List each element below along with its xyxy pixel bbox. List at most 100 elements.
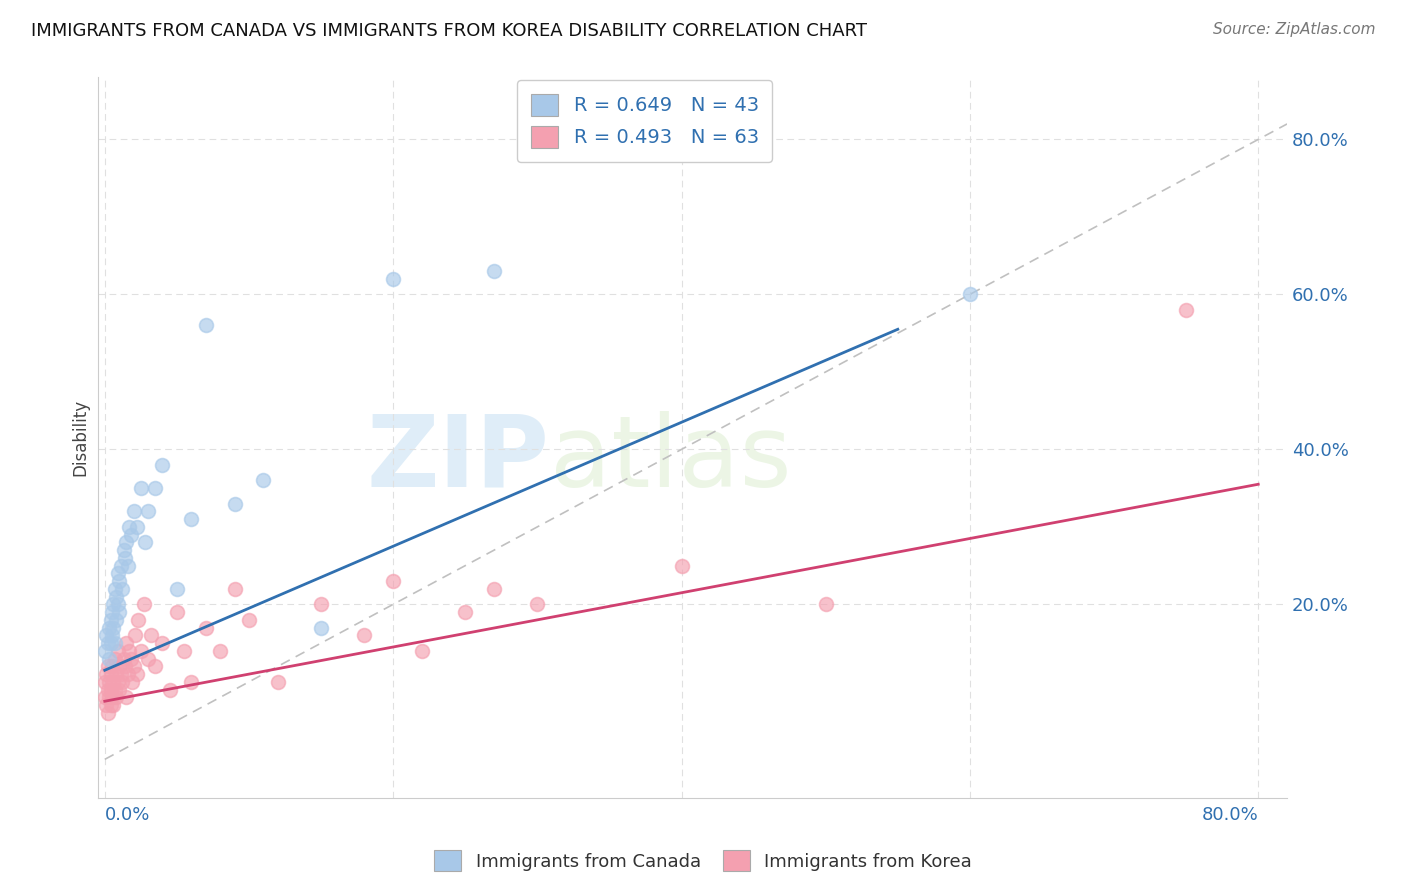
Text: IMMIGRANTS FROM CANADA VS IMMIGRANTS FROM KOREA DISABILITY CORRELATION CHART: IMMIGRANTS FROM CANADA VS IMMIGRANTS FRO… <box>31 22 868 40</box>
Point <box>224 497 246 511</box>
Point <box>129 481 152 495</box>
Point <box>98 621 121 635</box>
Point <box>482 264 505 278</box>
Point <box>139 628 162 642</box>
Point <box>454 605 477 619</box>
Point <box>98 651 121 665</box>
Point <box>96 628 118 642</box>
Point <box>194 318 217 333</box>
Text: 0.0%: 0.0% <box>105 805 150 824</box>
Point <box>124 628 146 642</box>
Point <box>125 667 148 681</box>
Point <box>125 520 148 534</box>
Point <box>166 605 188 619</box>
Point <box>117 558 139 573</box>
Point <box>209 644 232 658</box>
Point <box>411 644 433 658</box>
Point <box>97 659 120 673</box>
Point <box>105 690 128 705</box>
Text: ZIP: ZIP <box>367 411 550 508</box>
Point <box>96 667 118 681</box>
Text: atlas: atlas <box>550 411 792 508</box>
Point <box>180 674 202 689</box>
Legend: R = 0.649   N = 43, R = 0.493   N = 63: R = 0.649 N = 43, R = 0.493 N = 63 <box>517 80 772 161</box>
Point <box>112 543 135 558</box>
Point <box>159 682 181 697</box>
Point <box>107 598 129 612</box>
Point <box>129 644 152 658</box>
Point <box>98 690 121 705</box>
Point <box>238 613 260 627</box>
Point <box>101 605 124 619</box>
Point <box>107 566 129 581</box>
Point <box>1175 302 1198 317</box>
Point <box>110 558 132 573</box>
Point <box>814 598 837 612</box>
Point <box>107 644 129 658</box>
Point <box>108 574 131 588</box>
Point <box>121 674 143 689</box>
Point <box>194 621 217 635</box>
Y-axis label: Disability: Disability <box>72 400 89 476</box>
Point <box>309 621 332 635</box>
Point <box>108 659 131 673</box>
Point <box>100 667 122 681</box>
Point <box>252 474 274 488</box>
Point <box>118 520 141 534</box>
Point <box>173 644 195 658</box>
Point <box>96 698 118 712</box>
Point <box>103 674 125 689</box>
Point <box>114 659 136 673</box>
Point <box>115 535 138 549</box>
Point <box>100 698 122 712</box>
Point <box>105 667 128 681</box>
Point <box>224 582 246 596</box>
Point <box>180 512 202 526</box>
Point <box>309 598 332 612</box>
Point <box>112 651 135 665</box>
Point <box>94 674 117 689</box>
Point <box>382 574 405 588</box>
Point <box>353 628 375 642</box>
Point <box>104 582 127 596</box>
Point <box>103 698 125 712</box>
Point <box>122 659 145 673</box>
Point <box>671 558 693 573</box>
Point <box>120 527 142 541</box>
Point <box>117 667 139 681</box>
Point <box>94 690 117 705</box>
Point <box>101 690 124 705</box>
Point <box>526 598 548 612</box>
Point <box>100 682 122 697</box>
Point <box>143 481 166 495</box>
Point <box>105 613 128 627</box>
Point <box>267 674 290 689</box>
Point <box>104 636 127 650</box>
Legend: Immigrants from Canada, Immigrants from Korea: Immigrants from Canada, Immigrants from … <box>427 843 979 879</box>
Point <box>166 582 188 596</box>
Point <box>97 682 120 697</box>
Point <box>152 458 174 472</box>
Text: Source: ZipAtlas.com: Source: ZipAtlas.com <box>1212 22 1375 37</box>
Point <box>98 674 121 689</box>
Point <box>105 590 128 604</box>
Point <box>122 504 145 518</box>
Point <box>97 636 120 650</box>
Point <box>382 272 405 286</box>
Point <box>100 613 122 627</box>
Point <box>100 636 122 650</box>
Point <box>134 535 156 549</box>
Point <box>104 682 127 697</box>
Point <box>118 644 141 658</box>
Point <box>152 636 174 650</box>
Point <box>127 613 149 627</box>
Point <box>104 651 127 665</box>
Text: 80.0%: 80.0% <box>1202 805 1258 824</box>
Point <box>959 287 981 301</box>
Point <box>143 659 166 673</box>
Point <box>114 550 136 565</box>
Point <box>108 605 131 619</box>
Point <box>111 582 134 596</box>
Point <box>120 651 142 665</box>
Point <box>101 659 124 673</box>
